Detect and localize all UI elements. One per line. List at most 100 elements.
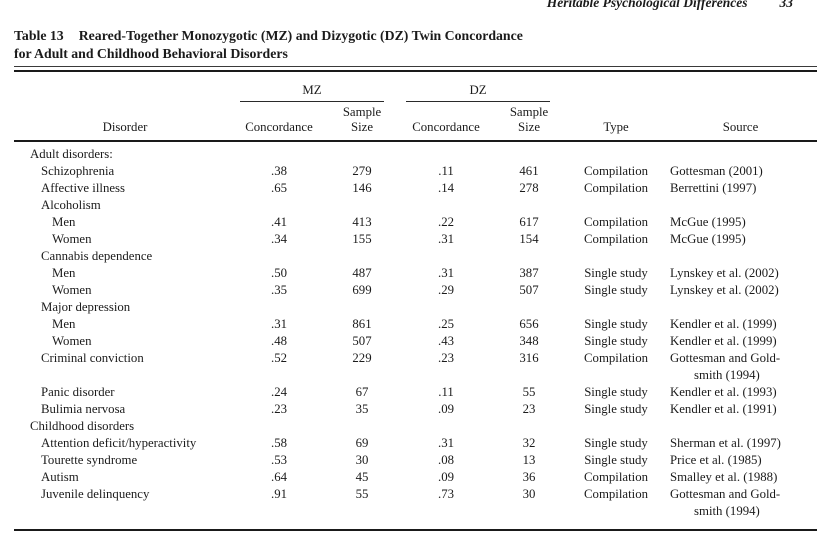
table-row: Juvenile delinquency .91 55 .73 30 Compilatio… xyxy=(14,486,817,530)
dz-group-header: DZ xyxy=(402,72,568,102)
mz-sample-size-cell xyxy=(322,248,402,265)
mz-concordance-cell xyxy=(236,141,322,163)
type-cell: Compilation xyxy=(584,164,649,178)
disorder-cell: Tourette syndrome xyxy=(41,453,138,467)
table-row: Childhood disorders xyxy=(14,418,817,435)
group-header-spacer xyxy=(14,72,236,102)
mz-sample-size-cell: 861 xyxy=(352,317,372,331)
disorder-cell: Alcoholism xyxy=(41,198,101,212)
source-cell: Berrettini (1997) xyxy=(670,181,757,195)
dz-sample-size-cell: 23 xyxy=(522,402,536,416)
type-cell: Single study xyxy=(584,402,648,416)
source-wrapped-line: smith (1994) xyxy=(694,504,760,518)
source-cell: McGue (1995) xyxy=(670,215,746,229)
col-header-dz-concordance: Concordance xyxy=(402,102,491,142)
table-row: Men .41 413 .22 617 Compilation McGue (1995) xyxy=(14,214,817,231)
dz-concordance-cell: .31 xyxy=(438,436,455,450)
mz-group-header: MZ xyxy=(236,72,402,102)
type-cell: Compilation xyxy=(584,232,649,246)
type-cell: Compilation xyxy=(584,351,649,365)
dz-group-underline xyxy=(406,101,551,102)
dz-concordance-cell xyxy=(402,418,490,435)
size-label: Size xyxy=(350,119,374,134)
dz-sample-size-cell: 461 xyxy=(519,164,539,178)
dz-concordance-cell: .22 xyxy=(438,215,455,229)
page-number: 33 xyxy=(779,0,794,10)
disorder-cell: Women xyxy=(52,283,92,297)
disorder-cell: Panic disorder xyxy=(41,385,115,399)
dz-sample-size-cell: 656 xyxy=(519,317,539,331)
source-cell xyxy=(664,418,817,435)
mz-concordance-cell: .52 xyxy=(271,351,287,365)
dz-concordance-cell: .25 xyxy=(438,317,455,331)
table-title: Table 13 Reared-Together Monozygotic (MZ)… xyxy=(14,27,817,62)
dz-sample-size-cell xyxy=(490,299,568,316)
disorder-cell: Major depression xyxy=(41,300,131,314)
source-wrapped-line: smith (1994) xyxy=(694,368,760,382)
source-cell: Gottesman (2001) xyxy=(670,164,763,178)
table-row: Affective illness .65 146 .14 278 Compilation… xyxy=(14,180,817,197)
dz-concordance-cell xyxy=(402,299,490,316)
col-header-dz-sample-size: Sample Size xyxy=(490,102,569,142)
dz-sample-size-cell: 387 xyxy=(519,266,539,280)
type-cell: Compilation xyxy=(584,470,649,484)
dz-sample-size-cell xyxy=(490,141,568,163)
dz-sample-size-cell: 30 xyxy=(522,487,536,501)
type-cell: Single study xyxy=(584,266,648,280)
dz-concordance-cell: .23 xyxy=(438,351,455,365)
source-cell: Smalley et al. (1988) xyxy=(670,470,778,484)
dz-sample-size-cell: 55 xyxy=(522,385,536,399)
disorder-cell: Adult disorders: xyxy=(30,147,113,161)
size-label: Size xyxy=(517,119,541,134)
mz-concordance-cell: .41 xyxy=(271,215,287,229)
table-body: Adult disorders: Schizophrenia .38 279 .11 46… xyxy=(14,141,817,530)
mz-concordance-cell: .24 xyxy=(271,385,287,399)
dz-sample-size-cell: 507 xyxy=(519,283,539,297)
running-head-title: Heritable Psychological Differences xyxy=(546,0,748,10)
disorder-cell: Women xyxy=(52,232,92,246)
source-cell: Kendler et al. (1993) xyxy=(670,385,777,399)
type-cell: Compilation xyxy=(584,487,649,501)
mz-concordance-cell: .91 xyxy=(271,487,287,501)
dz-concordance-cell xyxy=(402,248,490,265)
col-header-disorder: Disorder xyxy=(14,102,236,142)
dz-sample-size-cell: 348 xyxy=(519,334,539,348)
mz-sample-size-cell xyxy=(322,141,402,163)
source-cell: Kendler et al. (1991) xyxy=(670,402,777,416)
source-cell: Lynskey et al. (2002) xyxy=(670,266,779,280)
source-cell xyxy=(664,299,817,316)
group-header-row: MZ DZ xyxy=(14,72,817,102)
type-cell xyxy=(568,418,664,435)
mz-concordance-cell: .31 xyxy=(271,317,287,331)
table-row: Major depression xyxy=(14,299,817,316)
mz-sample-size-cell: 146 xyxy=(352,181,372,195)
mz-concordance-cell xyxy=(236,248,322,265)
mz-sample-size-cell: 67 xyxy=(355,385,369,399)
mz-sample-size-cell: 507 xyxy=(352,334,372,348)
table-row: Panic disorder .24 67 .11 55 Single study Kend… xyxy=(14,384,817,401)
disorder-cell: Schizophrenia xyxy=(41,164,115,178)
table-row: Bulimia nervosa .23 35 .09 23 Single study Ken… xyxy=(14,401,817,418)
type-cell xyxy=(568,299,664,316)
mz-sample-size-cell: 413 xyxy=(352,215,372,229)
dz-sample-size-cell: 278 xyxy=(519,181,539,195)
sample-label: Sample xyxy=(342,105,382,119)
table-title-line1: Table 13 Reared-Together Monozygotic (MZ)… xyxy=(14,27,817,45)
disorder-cell: Affective illness xyxy=(41,181,125,195)
mz-concordance-cell: .64 xyxy=(271,470,287,484)
disorder-cell: Cannabis dependence xyxy=(41,249,153,263)
mz-concordance-cell: .38 xyxy=(271,164,287,178)
disorder-cell: Men xyxy=(52,266,76,280)
source-cell: Gottesman and Gold-smith (1994) xyxy=(670,487,781,518)
disorder-cell: Juvenile delinquency xyxy=(41,487,150,501)
mz-concordance-cell: .23 xyxy=(271,402,287,416)
source-cell: Kendler et al. (1999) xyxy=(670,317,777,331)
dz-concordance-cell: .31 xyxy=(438,232,455,246)
type-cell: Compilation xyxy=(584,215,649,229)
disorder-cell: Men xyxy=(52,215,76,229)
disorder-cell: Men xyxy=(52,317,76,331)
disorder-cell: Attention deficit/hyperactivity xyxy=(41,436,197,450)
table-title-text: Reared-Together Monozygotic (MZ) and Diz… xyxy=(78,28,523,43)
type-cell: Single study xyxy=(584,436,648,450)
mz-sample-size-cell: 69 xyxy=(355,436,369,450)
